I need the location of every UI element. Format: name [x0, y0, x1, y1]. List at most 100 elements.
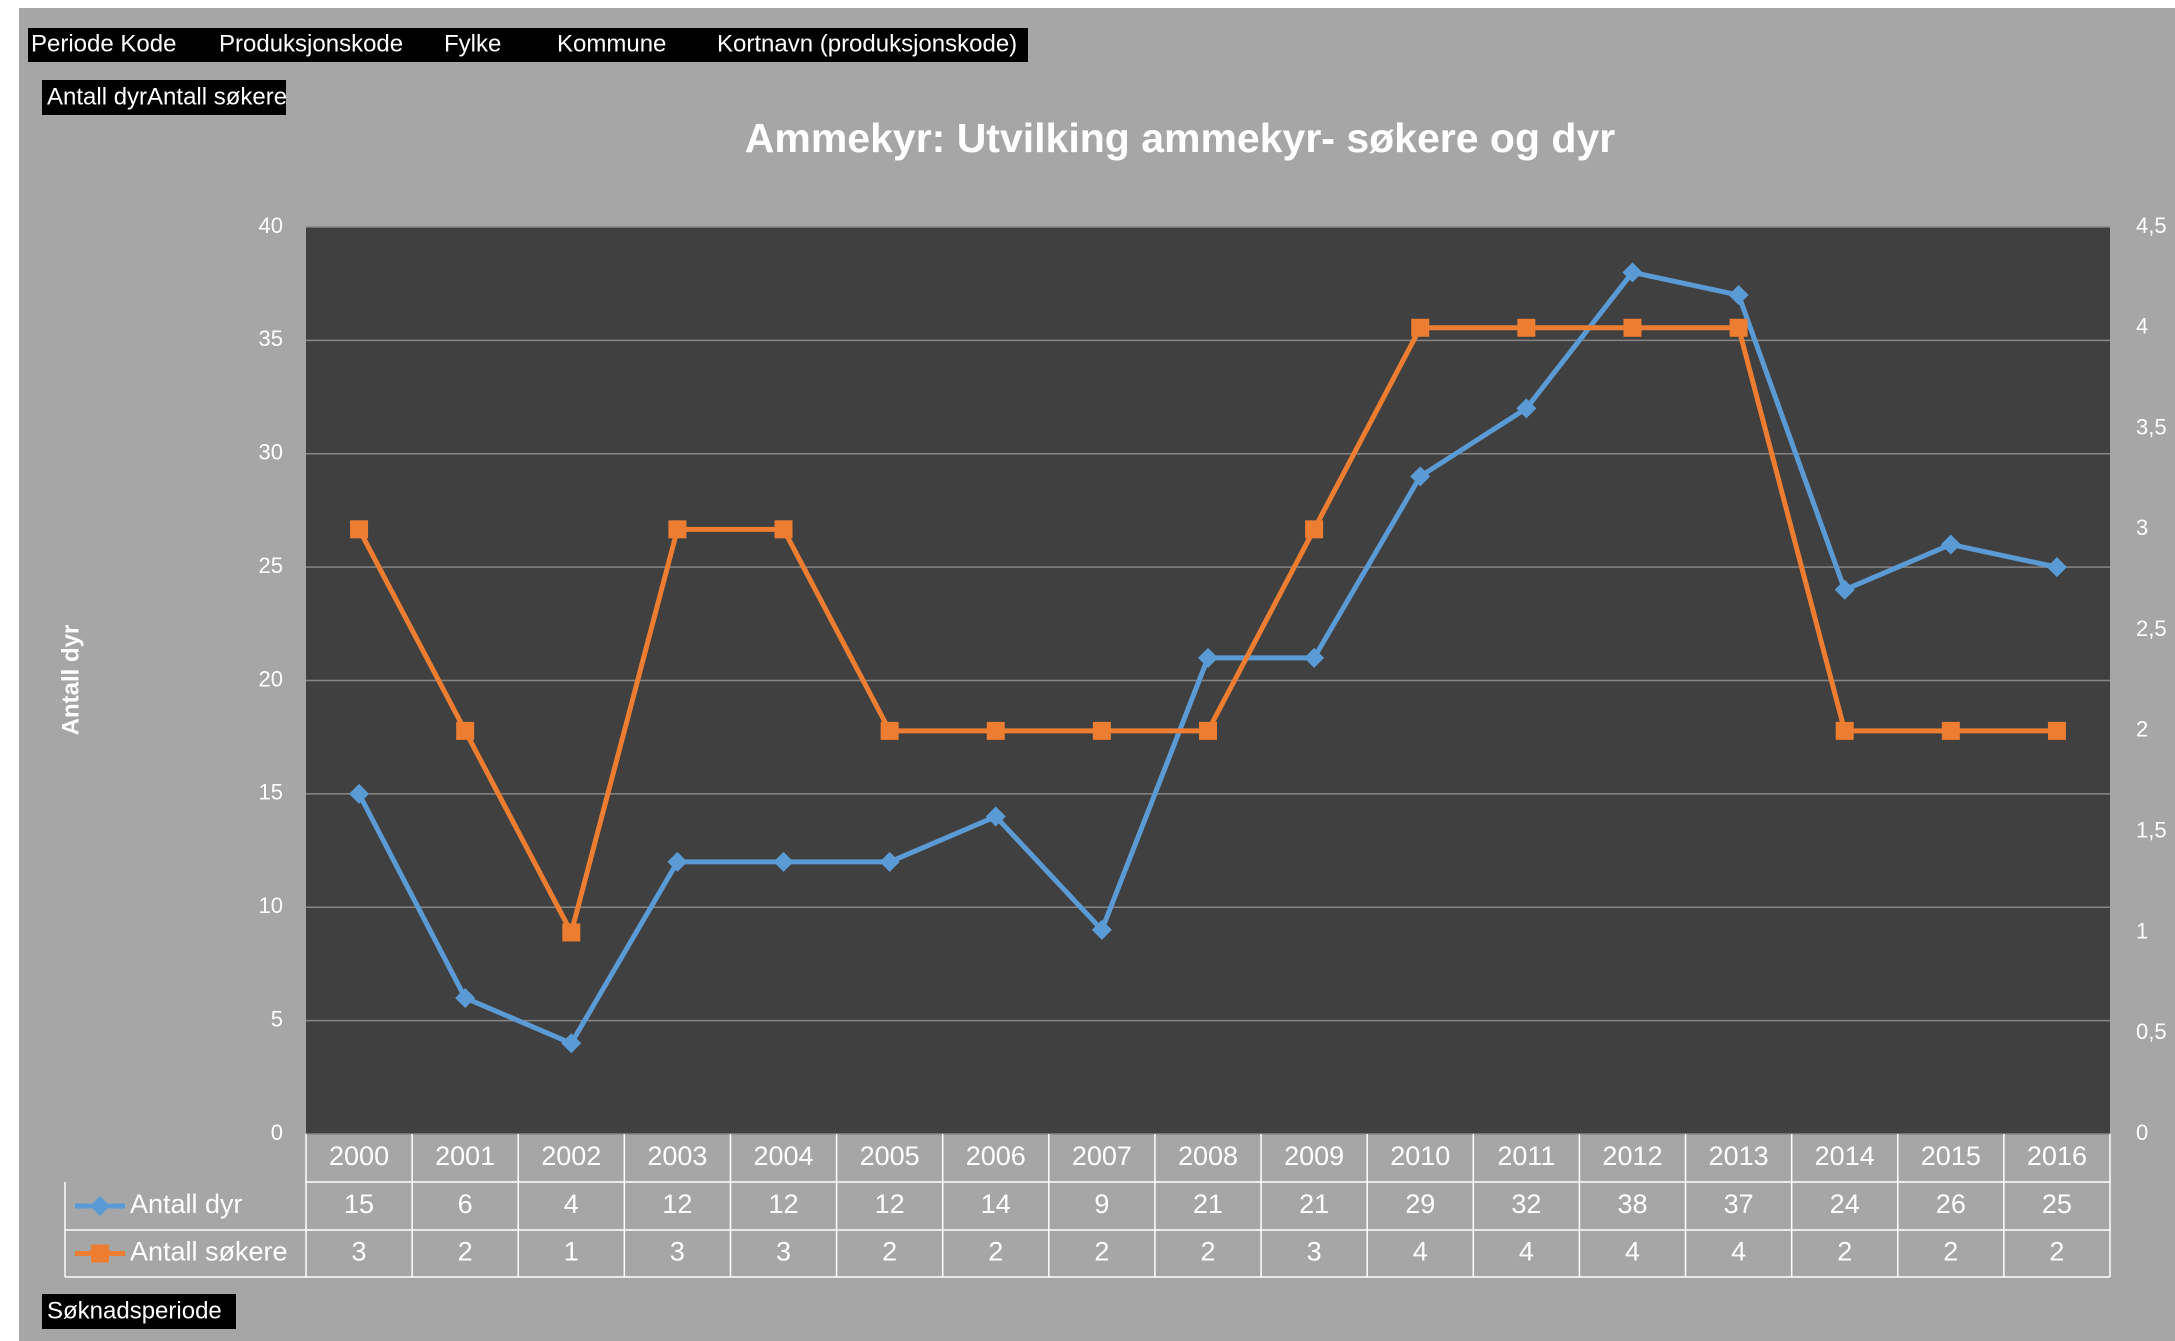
table-value: 2	[1837, 1237, 1852, 1267]
y-tick-label: 15	[259, 780, 283, 805]
point	[1304, 647, 1325, 668]
x-tick-label: 2014	[1815, 1141, 1875, 1171]
point	[1199, 721, 1217, 740]
point	[879, 851, 900, 872]
point	[1834, 579, 1855, 600]
y-tick-label: 40	[259, 213, 283, 238]
point	[773, 851, 794, 872]
y2-tick-label: 0	[2136, 1120, 2148, 1145]
legend-label: Antall dyr	[130, 1189, 243, 1219]
axis-button[interactable]	[42, 1294, 236, 1329]
x-tick-label: 2004	[753, 1141, 813, 1171]
table-value: 4	[1519, 1237, 1534, 1267]
table-value: 12	[769, 1189, 799, 1219]
point	[562, 923, 581, 942]
x-tick-label: 2011	[1497, 1141, 1555, 1171]
x-tick-label: 2016	[2027, 1141, 2087, 1171]
table-value: 24	[1830, 1189, 1860, 1219]
table-value: 21	[1299, 1189, 1329, 1219]
axis-field[interactable]: Søknadsperiode	[47, 1297, 222, 1324]
y-tick-label: 30	[259, 440, 283, 465]
y-axis-label: Antall dyr	[57, 625, 84, 736]
point	[455, 987, 476, 1008]
table-value: 29	[1405, 1189, 1435, 1219]
table-value: 9	[1094, 1189, 1109, 1219]
table-value: 12	[875, 1189, 905, 1219]
x-tick-label: 2008	[1178, 1141, 1238, 1171]
point	[90, 1196, 110, 1216]
x-tick-label: 2002	[541, 1141, 601, 1171]
y2-tick-label: 3,5	[2136, 414, 2167, 439]
table-value: 3	[352, 1237, 367, 1267]
table-value: 2	[988, 1237, 1003, 1267]
table-value: 3	[670, 1237, 685, 1267]
point	[91, 1244, 109, 1263]
x-tick-label: 2005	[860, 1141, 920, 1171]
point	[1091, 919, 1112, 940]
chart-title: Ammekyr: Utvilking ammekyr- søkere og dy…	[745, 115, 1615, 161]
y2-tick-label: 4,5	[2136, 213, 2167, 238]
table-value: 2	[2049, 1237, 2064, 1267]
y2-tick-label: 0,5	[2136, 1019, 2167, 1044]
point	[1411, 318, 1430, 337]
point	[880, 721, 899, 740]
filter-field[interactable]: Kommune	[557, 30, 666, 57]
table-value: 15	[344, 1189, 374, 1219]
point	[668, 520, 687, 539]
table-value: 3	[1307, 1237, 1322, 1267]
table-value: 2	[1200, 1237, 1215, 1267]
table-value: 4	[1413, 1237, 1428, 1267]
point	[1728, 285, 1749, 306]
point	[774, 520, 793, 539]
point	[985, 806, 1006, 827]
y-tick-label: 20	[259, 666, 283, 691]
point	[456, 721, 475, 740]
x-tick-label: 2007	[1072, 1141, 1132, 1171]
table-value: 4	[564, 1189, 579, 1219]
y2-tick-label: 4	[2136, 314, 2148, 339]
x-tick-label: 2013	[1709, 1141, 1769, 1171]
table-value: 21	[1193, 1189, 1223, 1219]
filter-field[interactable]: Produksjonskode	[219, 30, 403, 57]
table-value: 2	[1094, 1237, 1109, 1267]
x-tick-label: 2009	[1284, 1141, 1344, 1171]
y-tick-label: 10	[259, 893, 283, 918]
point	[2047, 721, 2066, 740]
table-value: 2	[882, 1237, 897, 1267]
values-field[interactable]: Antall dyrAntall søkere	[47, 83, 287, 110]
table-value: 1	[564, 1237, 579, 1267]
filter-bar	[28, 28, 1028, 62]
table-value: 2	[458, 1237, 473, 1267]
y-tick-label: 35	[259, 326, 283, 351]
point	[1623, 318, 1642, 337]
y2-tick-label: 2	[2136, 717, 2148, 742]
legend-label: Antall søkere	[130, 1237, 288, 1267]
table-value: 12	[662, 1189, 692, 1219]
filter-field[interactable]: Kortnavn (produksjonskode)	[717, 30, 1017, 57]
y-tick-label: 25	[259, 553, 283, 578]
table-value: 32	[1511, 1189, 1541, 1219]
filter-field[interactable]: Periode Kode	[31, 30, 176, 57]
x-tick-label: 2006	[966, 1141, 1026, 1171]
values-button[interactable]	[42, 80, 286, 115]
table-value: 4	[1625, 1237, 1640, 1267]
x-tick-label: 2012	[1602, 1141, 1662, 1171]
y-tick-label: 5	[271, 1006, 283, 1031]
point	[1941, 721, 1960, 740]
point	[986, 721, 1005, 740]
point	[349, 783, 370, 804]
table-value: 14	[981, 1189, 1011, 1219]
point	[2046, 557, 2067, 578]
y-tick-label: 0	[271, 1120, 283, 1145]
point	[1092, 721, 1111, 740]
x-tick-label: 2003	[647, 1141, 707, 1171]
table-value: 26	[1936, 1189, 1966, 1219]
table-value: 25	[2042, 1189, 2072, 1219]
table-value: 37	[1724, 1189, 1754, 1219]
table-value: 3	[776, 1237, 791, 1267]
table-value: 4	[1731, 1237, 1746, 1267]
filter-field[interactable]: Fylke	[444, 30, 501, 57]
table-value: 2	[1943, 1237, 1958, 1267]
point	[561, 1033, 582, 1054]
